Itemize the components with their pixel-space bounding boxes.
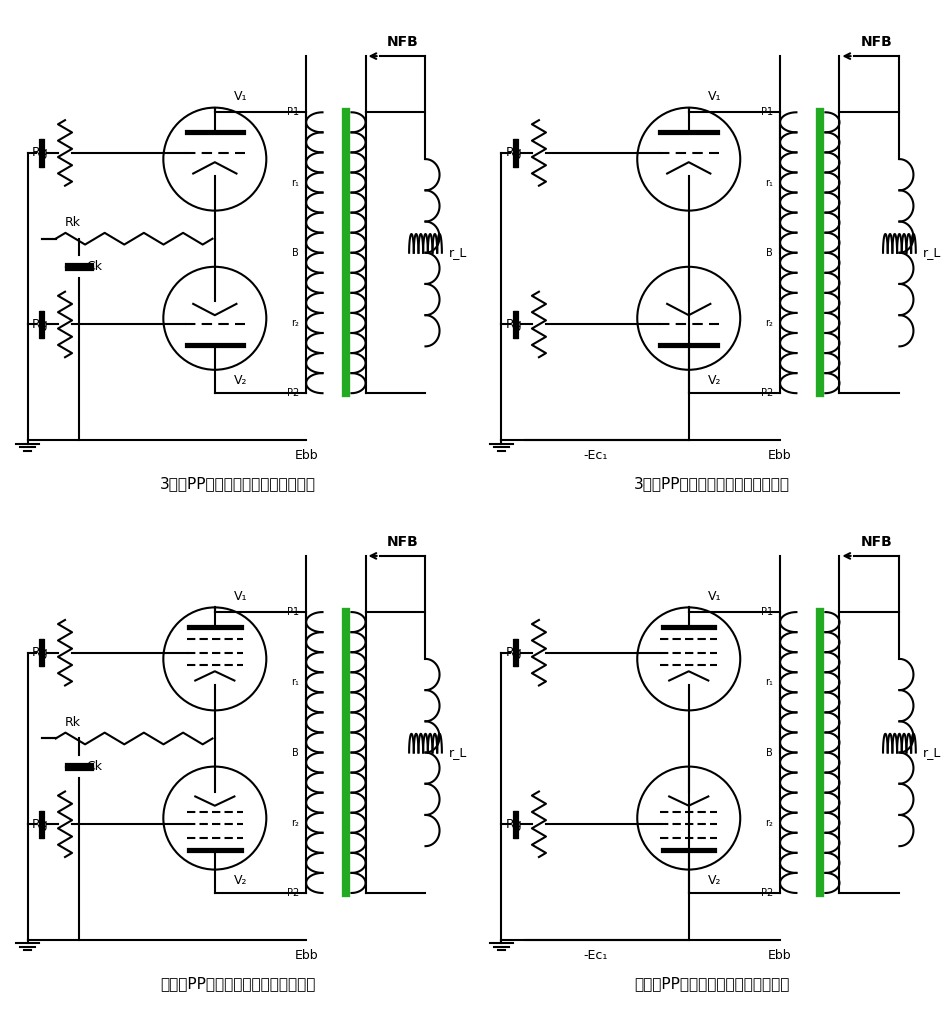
Text: Ck: Ck [86,260,102,273]
Text: Rg: Rg [31,646,49,659]
Text: Rg: Rg [31,318,49,331]
Text: P1: P1 [761,108,773,118]
Text: V₁: V₁ [707,590,722,603]
Text: V₂: V₂ [234,874,248,887]
Text: -Ec₁: -Ec₁ [583,450,607,463]
Text: B: B [292,248,299,258]
Text: Ebb: Ebb [294,949,318,963]
Text: V₁: V₁ [707,90,722,103]
Text: Rg: Rg [506,146,523,160]
Text: P2: P2 [761,388,773,398]
Text: r₂: r₂ [765,818,773,827]
Text: Rk: Rk [65,716,81,729]
Text: P1: P1 [287,607,299,617]
Text: Ebb: Ebb [768,450,792,463]
Text: NFB: NFB [861,535,892,549]
Text: r₂: r₂ [291,318,299,328]
Text: Rg: Rg [506,646,523,659]
Text: B: B [292,748,299,758]
Text: V₂: V₂ [234,375,248,387]
Text: r_L: r_L [922,246,942,259]
Text: r₁: r₁ [291,677,299,687]
Text: Rg: Rg [31,818,49,830]
Text: Rg: Rg [506,818,523,830]
Text: r_L: r_L [922,746,942,759]
Text: Ebb: Ebb [294,450,318,463]
Text: P2: P2 [287,888,299,898]
Text: B: B [766,748,773,758]
Text: Rg: Rg [506,318,523,331]
Text: Ck: Ck [86,760,102,773]
Text: B: B [766,248,773,258]
Text: -Ec₁: -Ec₁ [583,949,607,963]
Text: r₂: r₂ [291,818,299,827]
Text: r₁: r₁ [765,677,773,687]
Text: P2: P2 [761,888,773,898]
Text: 多極管PP　固定バイアスの出力回路: 多極管PP 固定バイアスの出力回路 [634,976,790,991]
Text: r_L: r_L [449,246,467,259]
Text: V₂: V₂ [707,375,722,387]
Text: 3極管PP　固定バイアスの出力回路: 3極管PP 固定バイアスの出力回路 [634,476,790,492]
Text: NFB: NFB [861,35,892,49]
Text: V₂: V₂ [707,874,722,887]
Text: P2: P2 [287,388,299,398]
Text: NFB: NFB [387,35,419,49]
Text: P1: P1 [761,607,773,617]
Text: P1: P1 [287,108,299,118]
Text: r₁: r₁ [765,177,773,187]
Text: V₁: V₁ [234,90,248,103]
Text: r₂: r₂ [765,318,773,328]
Text: r_L: r_L [449,746,467,759]
Text: NFB: NFB [387,535,419,549]
Text: Rk: Rk [65,216,81,229]
Text: 多極管PP　自己バイアスの出力回路: 多極管PP 自己バイアスの出力回路 [161,976,316,991]
Text: Ebb: Ebb [768,949,792,963]
Text: Rg: Rg [31,146,49,160]
Text: r₁: r₁ [291,177,299,187]
Text: V₁: V₁ [234,590,248,603]
Text: 3極管PP　自己バイアスの出力回路: 3極管PP 自己バイアスの出力回路 [160,476,316,492]
